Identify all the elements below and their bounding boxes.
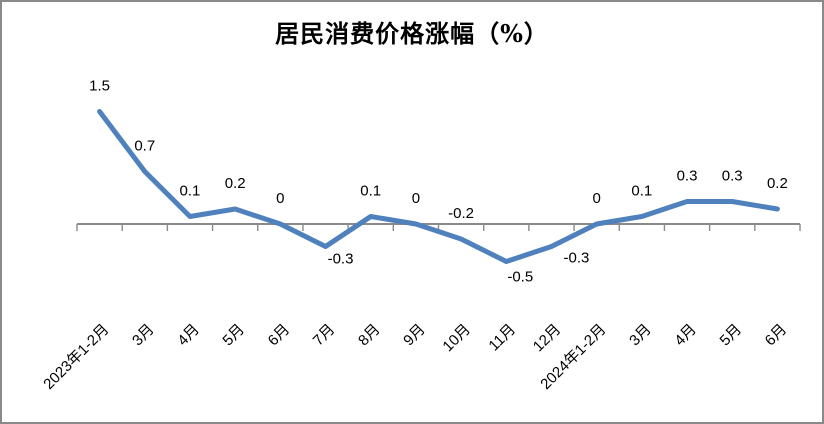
- data-label: -0.3: [328, 251, 354, 268]
- data-label: -0.2: [448, 205, 474, 222]
- x-axis-label: 5月: [717, 321, 746, 350]
- data-label: 1.5: [89, 78, 110, 95]
- x-axis-label: 6月: [762, 321, 791, 350]
- x-axis-label: 8月: [355, 321, 384, 350]
- data-label: -0.5: [507, 269, 533, 286]
- x-axis-label: 5月: [219, 321, 248, 350]
- data-label: -0.3: [564, 250, 590, 267]
- data-label: 0: [592, 190, 600, 207]
- data-label: 0.1: [360, 183, 381, 200]
- data-label: 0.2: [767, 175, 788, 192]
- x-axis-label: 11月: [485, 321, 519, 355]
- x-axis-label: 4月: [174, 321, 203, 350]
- data-label: 0.3: [722, 168, 743, 185]
- series-line: [97, 109, 780, 264]
- data-label: 0.1: [180, 183, 201, 200]
- x-axis-label: 6月: [265, 321, 294, 350]
- x-axis-label: 10月: [439, 321, 473, 355]
- x-axis-label: 3月: [626, 321, 655, 350]
- data-label: 0.3: [677, 168, 698, 185]
- data-label: 0.1: [631, 183, 652, 200]
- x-axis-label: 12月: [530, 321, 564, 355]
- x-axis-label: 7月: [310, 321, 339, 350]
- data-label: 0.2: [225, 175, 246, 192]
- data-label: 0.7: [134, 138, 155, 155]
- x-axis-label: 4月: [671, 321, 700, 350]
- x-axis-label: 9月: [400, 321, 429, 350]
- x-axis-label: 3月: [129, 321, 158, 350]
- x-axis-label: 2023年1-2月: [40, 321, 112, 393]
- data-label: 0: [276, 190, 284, 207]
- data-label: 0: [412, 190, 420, 207]
